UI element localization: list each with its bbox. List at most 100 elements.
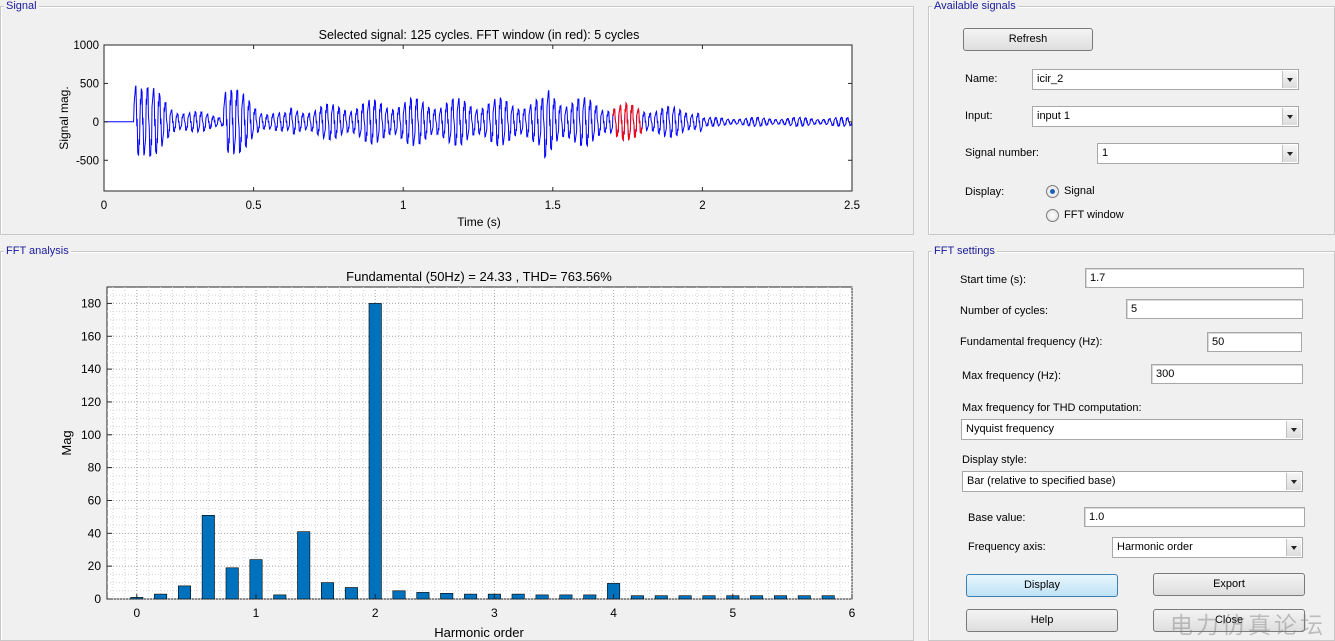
chevron-down-icon: [1286, 473, 1301, 490]
export-button[interactable]: Export: [1153, 573, 1305, 596]
start-time-field[interactable]: 1.7: [1085, 268, 1304, 288]
start-time-label: Start time (s):: [960, 274, 1027, 286]
fft-ytick-label: 40: [88, 526, 102, 540]
base-value-field[interactable]: 1.0: [1084, 507, 1305, 527]
fft-ytick-label: 20: [88, 559, 102, 573]
fft-xtick-label: 6: [849, 606, 856, 620]
signal-number-value: 1: [1102, 147, 1109, 159]
input-select[interactable]: input 1: [1032, 106, 1299, 127]
fft-ytick-label: 140: [81, 362, 101, 376]
chevron-down-icon: [1282, 108, 1297, 125]
display-style-label: Display style:: [962, 454, 1027, 466]
fft-xtick-label: 2: [372, 606, 379, 620]
close-button[interactable]: Close: [1153, 609, 1305, 632]
thd-frequency-label: Max frequency for THD computation:: [962, 402, 1142, 414]
max-frequency-field[interactable]: 300: [1151, 364, 1303, 384]
thd-frequency-select[interactable]: Nyquist frequency: [961, 419, 1303, 440]
fft-bar: [654, 595, 668, 600]
fft-bar: [511, 593, 525, 600]
fundamental-frequency-label: Fundamental frequency (Hz):: [960, 336, 1103, 348]
chevron-down-icon: [1286, 539, 1301, 556]
signal-xtick-label: 0: [101, 200, 107, 212]
display-style-select[interactable]: Bar (relative to specified base): [962, 471, 1303, 492]
cycles-label: Number of cycles:: [960, 305, 1049, 317]
display-fft-window-radio[interactable]: [1046, 209, 1059, 222]
fft-bar: [416, 592, 430, 600]
frequency-axis-value: Harmonic order: [1117, 541, 1193, 553]
fft-ytick-label: 120: [81, 395, 101, 409]
chevron-down-icon: [1286, 421, 1301, 438]
display-signal-label[interactable]: Signal: [1064, 185, 1095, 197]
fft-bar: [320, 582, 334, 600]
signal-xtick-label: 2: [699, 200, 705, 212]
fft-bar: [440, 592, 454, 600]
base-value-label: Base value:: [968, 512, 1026, 524]
fft-bar: [630, 595, 644, 600]
fft-bar: [178, 585, 192, 600]
fundamental-frequency-field[interactable]: 50: [1207, 332, 1302, 352]
signal-ytick-label: 500: [80, 78, 99, 90]
signal-ytick-label: 1000: [73, 40, 99, 52]
fft-bar: [797, 595, 811, 600]
signal-xtick-label: 2.5: [844, 200, 860, 212]
fft-ytick-label: 80: [88, 461, 102, 475]
fft-bar: [821, 595, 835, 600]
fft-bar: [535, 594, 549, 600]
fft-bar: [392, 590, 406, 600]
signal-ytick-label: 0: [93, 117, 99, 129]
fft-bar: [773, 595, 787, 600]
fft-window-trace: [612, 101, 643, 142]
fft-bar: [678, 595, 692, 600]
display-button[interactable]: Display: [966, 574, 1118, 597]
fft-bar: [201, 514, 215, 600]
signal-plot-title: Selected signal: 125 cycles. FFT window …: [319, 28, 640, 42]
refresh-button[interactable]: Refresh: [963, 28, 1093, 51]
name-select[interactable]: icir_2: [1032, 69, 1299, 90]
fft-chart-title: Fundamental (50Hz) = 24.33 , THD= 763.56…: [346, 269, 612, 284]
fft-xtick-label: 0: [133, 606, 140, 620]
fft-xtick-label: 4: [610, 606, 617, 620]
help-button[interactable]: Help: [966, 609, 1118, 632]
signal-ylabel: Signal mag.: [57, 86, 71, 149]
fft-analysis-title: FFT analysis: [4, 245, 71, 258]
fft-xtick-label: 1: [253, 606, 260, 620]
fft-bar: [583, 594, 597, 600]
fft-ytick-label: 100: [81, 428, 101, 442]
fft-bar: [559, 594, 573, 600]
input-label: Input:: [965, 110, 993, 122]
max-frequency-label: Max frequency (Hz):: [962, 370, 1062, 382]
signal-panel: Signal: [0, 0, 914, 235]
available-signals-title: Available signals: [932, 0, 1018, 13]
fft-bar: [464, 593, 478, 600]
display-fft-window-label[interactable]: FFT window: [1064, 209, 1124, 221]
signal-ytick-label: -500: [76, 155, 99, 167]
name-label: Name:: [965, 73, 998, 85]
fft-bar: [368, 303, 382, 600]
fft-ytick-label: 160: [81, 329, 101, 343]
signal-number-select[interactable]: 1: [1097, 143, 1299, 164]
fft-ylabel: Mag: [59, 430, 74, 455]
fft-bar: [154, 593, 168, 600]
frequency-axis-select[interactable]: Harmonic order: [1112, 537, 1303, 558]
fft-xtick-label: 3: [491, 606, 498, 620]
signal-xtick-label: 1: [400, 200, 406, 212]
thd-frequency-value: Nyquist frequency: [966, 423, 1055, 435]
chevron-down-icon: [1282, 145, 1297, 162]
chevron-down-icon: [1282, 71, 1297, 88]
display-signal-radio[interactable]: [1046, 185, 1059, 198]
fft-bar: [702, 595, 716, 600]
fft-ytick-label: 60: [88, 493, 102, 507]
display-style-value: Bar (relative to specified base): [967, 475, 1116, 487]
fft-chart: Fundamental (50Hz) = 24.33 , THD= 763.56…: [59, 269, 856, 640]
fft-bar: [344, 587, 358, 600]
fft-bar: [297, 531, 311, 600]
signal-number-label: Signal number:: [965, 147, 1039, 159]
name-select-value: icir_2: [1037, 73, 1064, 85]
fft-bar: [249, 559, 263, 600]
signal-xtick-label: 0.5: [246, 200, 262, 212]
cycles-field[interactable]: 5: [1126, 299, 1303, 319]
fft-bar: [225, 567, 239, 600]
signal-plot: Selected signal: 125 cycles. FFT window …: [57, 28, 860, 229]
fft-xlabel: Harmonic order: [434, 625, 524, 640]
fft-bar: [750, 595, 764, 600]
